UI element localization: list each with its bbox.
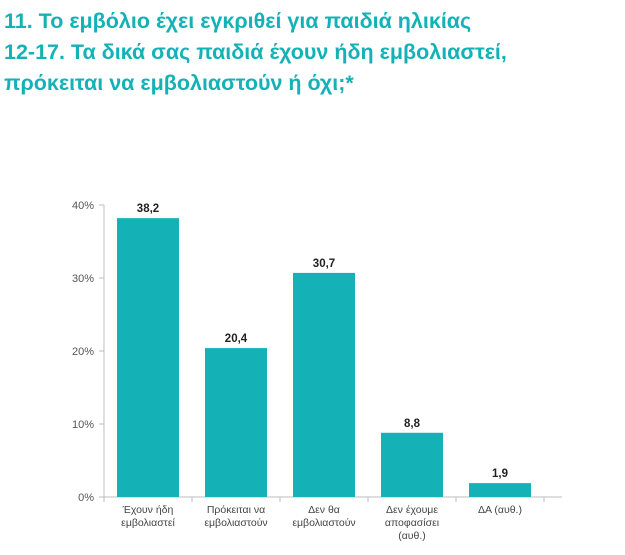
- bar: [117, 218, 179, 497]
- x-tick-label: Πρόκειται να εμβολιαστούν: [204, 504, 267, 529]
- bar: [293, 272, 355, 497]
- chart-title: 11. Το εμβόλιο έχει εγκριθεί για παιδιά …: [4, 9, 507, 95]
- y-tick-label: 0%: [78, 492, 94, 504]
- labels-layer: 38,2 Έχουν ήδη εμβολιαστεί 20,4 Πρόκειται να…: [121, 203, 522, 542]
- x-tick-label: ΔΑ (αυθ.): [478, 504, 522, 516]
- x-tick-label: Δεν θα εμβολιαστούν: [292, 504, 355, 529]
- y-tick-label: 10%: [72, 419, 94, 431]
- x-tick-label: Έχουν ήδη εμβολιαστεί: [121, 504, 175, 529]
- y-tick-label: 40%: [72, 200, 94, 212]
- y-tick-label: 30%: [72, 273, 94, 285]
- y-tick-label: 20%: [72, 346, 94, 358]
- bars-layer: [117, 218, 531, 497]
- data-label: 1,9: [492, 468, 508, 480]
- bar: [469, 483, 531, 497]
- bar: [381, 432, 443, 497]
- data-label: 8,8: [404, 418, 421, 430]
- bar: [205, 348, 267, 497]
- data-label: 30,7: [313, 258, 335, 270]
- data-label: 20,4: [225, 333, 248, 345]
- data-label: 38,2: [137, 203, 159, 215]
- x-tick-label: Δεν έχουμε αποφασίσει (αυθ.): [385, 504, 440, 542]
